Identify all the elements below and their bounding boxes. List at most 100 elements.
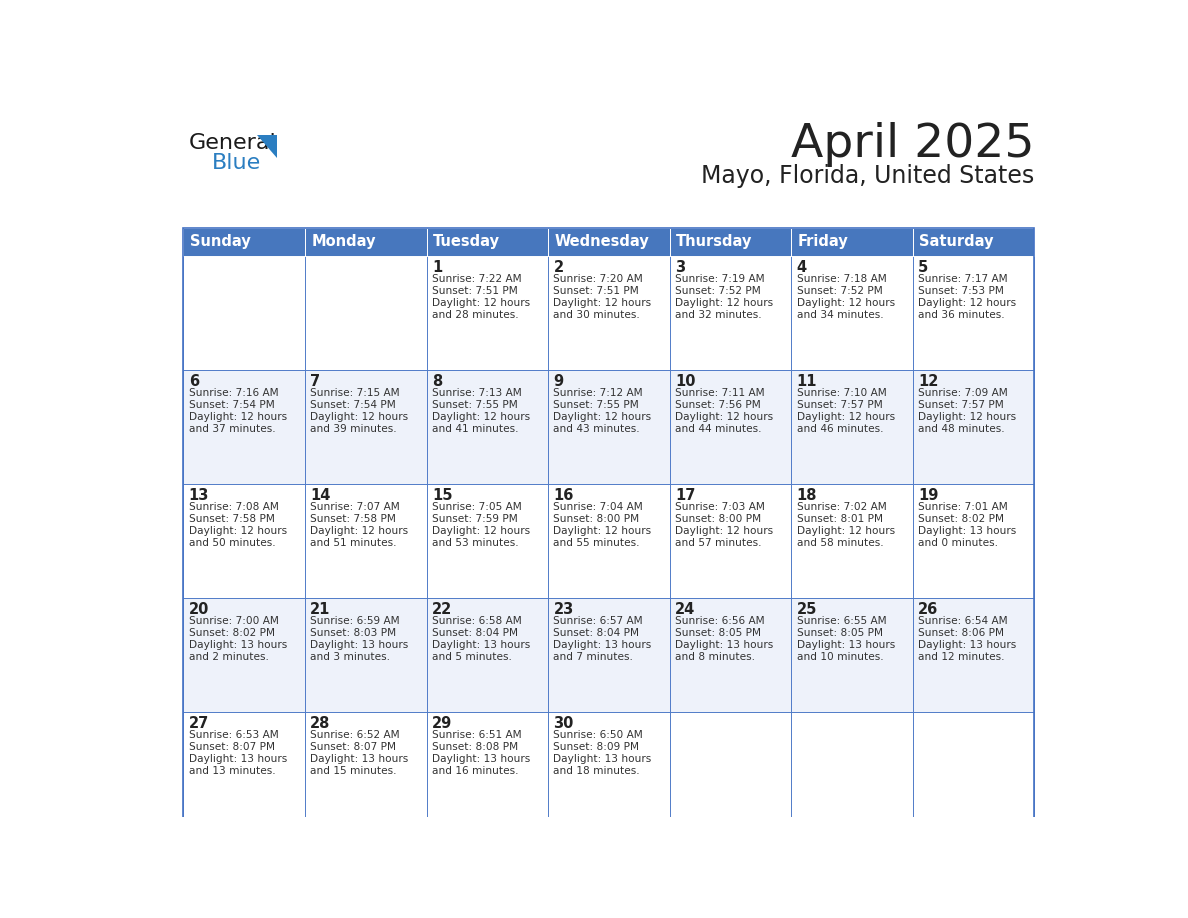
Bar <box>183 256 305 370</box>
Text: Sunset: 7:58 PM: Sunset: 7:58 PM <box>310 514 397 524</box>
Text: Sunset: 7:53 PM: Sunset: 7:53 PM <box>918 286 1004 297</box>
Text: 15: 15 <box>432 488 453 503</box>
Text: Daylight: 12 hours: Daylight: 12 hours <box>432 526 530 536</box>
Text: 7: 7 <box>310 375 321 389</box>
Bar <box>183 370 305 484</box>
Text: Sunset: 8:04 PM: Sunset: 8:04 PM <box>554 628 639 638</box>
Text: Daylight: 12 hours: Daylight: 12 hours <box>189 412 287 422</box>
Text: and 18 minutes.: and 18 minutes. <box>554 766 640 776</box>
Text: Sunset: 8:00 PM: Sunset: 8:00 PM <box>675 514 762 524</box>
Text: Sunset: 8:09 PM: Sunset: 8:09 PM <box>554 742 639 752</box>
Text: 20: 20 <box>189 602 209 617</box>
Text: Sunrise: 7:11 AM: Sunrise: 7:11 AM <box>675 388 765 398</box>
Text: Sunset: 8:07 PM: Sunset: 8:07 PM <box>310 742 397 752</box>
Text: Daylight: 12 hours: Daylight: 12 hours <box>310 412 409 422</box>
Bar <box>426 598 548 711</box>
Bar <box>791 370 912 484</box>
Bar <box>426 711 548 825</box>
Text: 17: 17 <box>675 488 695 503</box>
Text: Daylight: 13 hours: Daylight: 13 hours <box>432 640 530 650</box>
Bar <box>912 370 1035 484</box>
Text: Daylight: 13 hours: Daylight: 13 hours <box>797 640 895 650</box>
Bar <box>426 228 548 256</box>
Text: Daylight: 12 hours: Daylight: 12 hours <box>189 526 287 536</box>
Text: Sunset: 8:03 PM: Sunset: 8:03 PM <box>310 628 397 638</box>
Text: Daylight: 12 hours: Daylight: 12 hours <box>554 526 651 536</box>
Text: and 3 minutes.: and 3 minutes. <box>310 652 391 662</box>
Text: Sunday: Sunday <box>190 234 251 250</box>
Text: 12: 12 <box>918 375 939 389</box>
Bar <box>791 484 912 598</box>
Text: Sunset: 7:54 PM: Sunset: 7:54 PM <box>189 400 274 410</box>
Bar <box>548 256 670 370</box>
Text: Sunrise: 7:15 AM: Sunrise: 7:15 AM <box>310 388 400 398</box>
Text: Sunset: 7:57 PM: Sunset: 7:57 PM <box>918 400 1004 410</box>
Text: and 13 minutes.: and 13 minutes. <box>189 766 276 776</box>
Bar <box>305 228 426 256</box>
Text: Sunrise: 7:12 AM: Sunrise: 7:12 AM <box>554 388 643 398</box>
Bar <box>305 711 426 825</box>
Text: Sunrise: 7:03 AM: Sunrise: 7:03 AM <box>675 502 765 512</box>
Text: Daylight: 12 hours: Daylight: 12 hours <box>918 412 1016 422</box>
Text: and 46 minutes.: and 46 minutes. <box>797 424 883 434</box>
Bar <box>183 598 305 711</box>
Text: Daylight: 12 hours: Daylight: 12 hours <box>675 412 773 422</box>
Text: and 44 minutes.: and 44 minutes. <box>675 424 762 434</box>
Text: Daylight: 13 hours: Daylight: 13 hours <box>310 640 409 650</box>
Text: Sunrise: 6:56 AM: Sunrise: 6:56 AM <box>675 616 765 626</box>
Text: and 16 minutes.: and 16 minutes. <box>432 766 518 776</box>
Bar <box>305 256 426 370</box>
Text: Daylight: 13 hours: Daylight: 13 hours <box>918 640 1017 650</box>
Text: Sunset: 7:58 PM: Sunset: 7:58 PM <box>189 514 274 524</box>
Text: 16: 16 <box>554 488 574 503</box>
Text: and 7 minutes.: and 7 minutes. <box>554 652 633 662</box>
Text: Mayo, Florida, United States: Mayo, Florida, United States <box>701 164 1035 188</box>
Text: Daylight: 13 hours: Daylight: 13 hours <box>675 640 773 650</box>
Text: 14: 14 <box>310 488 330 503</box>
Text: and 28 minutes.: and 28 minutes. <box>432 310 518 320</box>
Text: Sunset: 8:08 PM: Sunset: 8:08 PM <box>432 742 518 752</box>
Bar <box>670 484 791 598</box>
Text: Sunrise: 7:07 AM: Sunrise: 7:07 AM <box>310 502 400 512</box>
Text: Daylight: 13 hours: Daylight: 13 hours <box>432 754 530 764</box>
Bar <box>548 711 670 825</box>
Text: Sunrise: 7:08 AM: Sunrise: 7:08 AM <box>189 502 279 512</box>
Text: Sunrise: 6:51 AM: Sunrise: 6:51 AM <box>432 730 522 740</box>
Text: Daylight: 12 hours: Daylight: 12 hours <box>432 298 530 308</box>
Text: and 51 minutes.: and 51 minutes. <box>310 538 397 548</box>
Text: and 37 minutes.: and 37 minutes. <box>189 424 276 434</box>
Text: Blue: Blue <box>211 153 261 174</box>
Bar <box>426 484 548 598</box>
Text: Daylight: 13 hours: Daylight: 13 hours <box>554 754 652 764</box>
Text: Sunset: 7:52 PM: Sunset: 7:52 PM <box>675 286 760 297</box>
Text: Sunset: 8:02 PM: Sunset: 8:02 PM <box>189 628 274 638</box>
Text: Sunrise: 7:02 AM: Sunrise: 7:02 AM <box>797 502 886 512</box>
Text: 30: 30 <box>554 716 574 731</box>
Text: 29: 29 <box>432 716 453 731</box>
Text: 8: 8 <box>432 375 442 389</box>
Text: and 43 minutes.: and 43 minutes. <box>554 424 640 434</box>
Text: Sunrise: 6:55 AM: Sunrise: 6:55 AM <box>797 616 886 626</box>
Text: and 36 minutes.: and 36 minutes. <box>918 310 1005 320</box>
Bar <box>670 228 791 256</box>
Text: 28: 28 <box>310 716 330 731</box>
Bar <box>912 228 1035 256</box>
Bar <box>912 711 1035 825</box>
Text: and 55 minutes.: and 55 minutes. <box>554 538 640 548</box>
Text: General: General <box>189 133 277 153</box>
Text: Daylight: 12 hours: Daylight: 12 hours <box>918 298 1016 308</box>
Text: and 30 minutes.: and 30 minutes. <box>554 310 640 320</box>
Text: and 32 minutes.: and 32 minutes. <box>675 310 762 320</box>
Text: Sunrise: 6:53 AM: Sunrise: 6:53 AM <box>189 730 278 740</box>
Text: Thursday: Thursday <box>676 234 752 250</box>
Text: Sunset: 7:55 PM: Sunset: 7:55 PM <box>554 400 639 410</box>
Text: Sunrise: 7:05 AM: Sunrise: 7:05 AM <box>432 502 522 512</box>
Text: and 10 minutes.: and 10 minutes. <box>797 652 883 662</box>
Text: Saturday: Saturday <box>920 234 993 250</box>
Text: and 58 minutes.: and 58 minutes. <box>797 538 883 548</box>
Text: Sunrise: 6:57 AM: Sunrise: 6:57 AM <box>554 616 643 626</box>
Bar <box>791 598 912 711</box>
Text: Daylight: 12 hours: Daylight: 12 hours <box>797 298 895 308</box>
Bar <box>670 598 791 711</box>
Text: Sunrise: 7:22 AM: Sunrise: 7:22 AM <box>432 274 522 285</box>
